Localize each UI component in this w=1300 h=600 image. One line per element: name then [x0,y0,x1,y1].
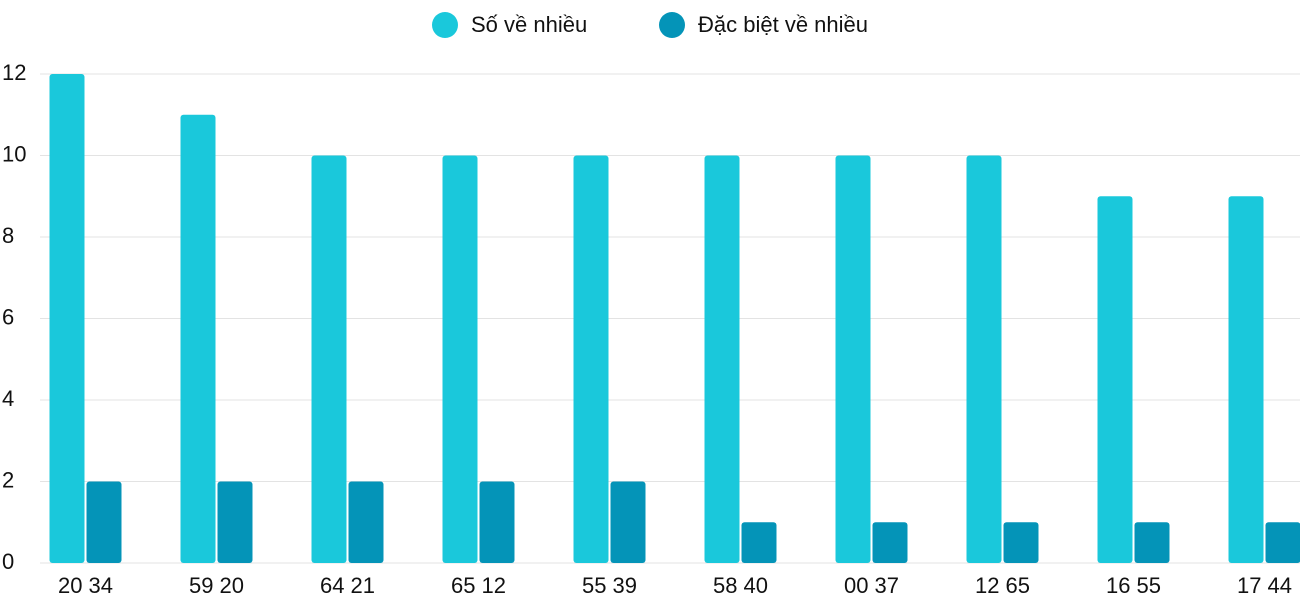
x-tick-label: 58 40 [713,573,768,598]
y-tick-label: 6 [2,304,14,329]
y-tick-label: 0 [2,549,14,574]
y-tick-label: 4 [2,386,14,411]
bar [704,155,740,563]
y-tick-label: 8 [2,223,14,248]
bar [966,155,1002,563]
legend-marker [432,12,458,38]
bar [479,481,515,563]
y-tick-label: 10 [2,141,26,166]
bar [872,522,908,563]
x-tick-label: 59 20 [189,573,244,598]
x-tick-label: 55 39 [582,573,637,598]
bar [311,155,347,563]
x-tick-label: 64 21 [320,573,375,598]
x-tick-label: 16 55 [1106,573,1161,598]
y-tick-label: 12 [2,60,26,85]
legend-marker [659,12,685,38]
bar [1228,196,1264,563]
y-tick-label: 2 [2,467,14,492]
bar [573,155,609,563]
x-tick-label: 12 65 [975,573,1030,598]
x-tick-label: 65 12 [451,573,506,598]
bar [610,481,646,563]
bar [1097,196,1133,563]
bar [442,155,478,563]
x-tick-label: 00 37 [844,573,899,598]
bar [49,74,85,563]
bar [86,481,122,563]
bar [741,522,777,563]
x-tick-label: 20 34 [58,573,113,598]
legend-label: Số về nhiều [471,12,587,37]
bar [348,481,384,563]
bar [217,481,253,563]
bar [1265,522,1300,563]
legend-label: Đặc biệt về nhiều [698,12,868,37]
bar [835,155,871,563]
bar [180,114,216,563]
x-tick-label: 17 44 [1237,573,1292,598]
bar [1134,522,1170,563]
bar [1003,522,1039,563]
